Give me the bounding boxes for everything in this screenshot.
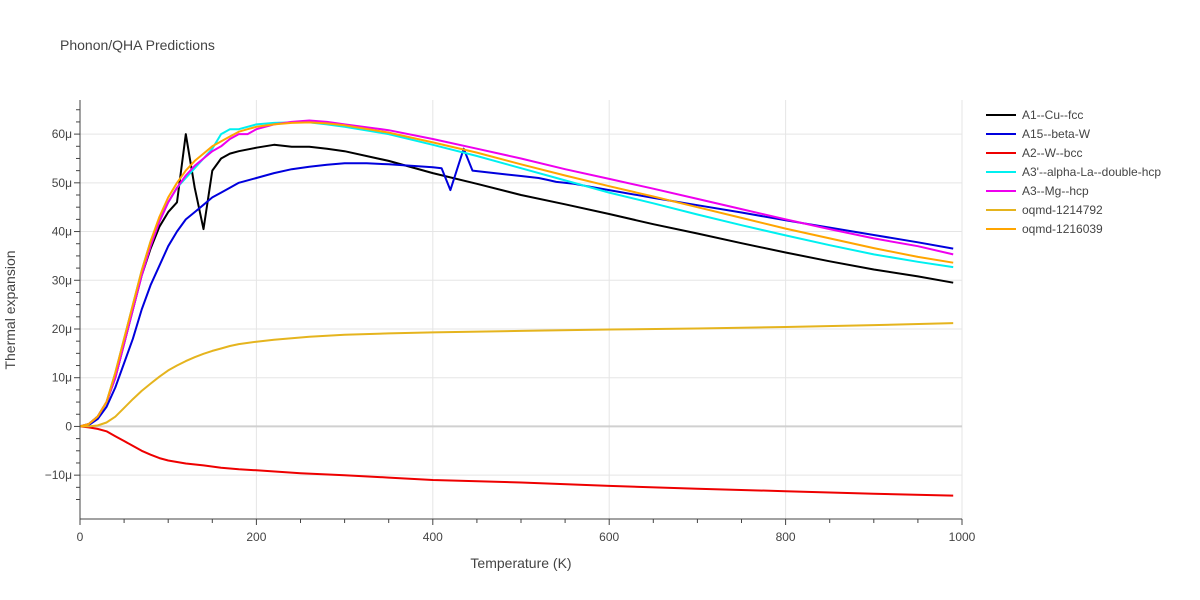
y-tick-label: 20μ [52,322,72,336]
plot-area [79,119,954,497]
x-axis-label: Temperature (K) [470,555,571,571]
legend-item[interactable]: A3--Mg--hcp [986,184,1089,198]
legend[interactable]: A1--Cu--fcc A15--beta-W A2--W--bcc A3'--alp… [986,108,1161,236]
x-tick-label: 200 [246,530,266,544]
legend-item[interactable]: oqmd-1214792 [986,203,1103,217]
series-line-6[interactable] [79,121,954,428]
y-tick-label: −10μ [45,468,72,482]
legend-label: A15--beta-W [1022,127,1091,141]
legend-label: A3'--alpha-La--double-hcp [1022,165,1161,179]
x-tick-label: 800 [776,530,796,544]
x-tick-label: 1000 [949,530,976,544]
series-line-1[interactable] [79,147,954,428]
legend-item[interactable]: oqmd-1216039 [986,222,1103,236]
y-tick-label: 10μ [52,371,72,385]
y-tick-label: 60μ [52,127,72,141]
axes: 0 200 400 600 800 1000 −10μ 0 10μ 20μ 30μ 40μ 50μ 60μ [45,100,976,544]
series-line-2[interactable] [79,425,954,497]
legend-label: A2--W--bcc [1022,146,1082,160]
series-line-3[interactable] [79,121,954,428]
legend-item[interactable]: A15--beta-W [986,127,1091,141]
legend-item[interactable]: A2--W--bcc [986,146,1082,160]
legend-label: A3--Mg--hcp [1022,184,1089,198]
y-axis-label: Thermal expansion [2,250,18,369]
y-tick-label: 40μ [52,225,72,239]
legend-label: A1--Cu--fcc [1022,108,1083,122]
series-line-4[interactable] [79,119,954,428]
series-line-5[interactable] [80,322,954,428]
legend-item[interactable]: A3'--alpha-La--double-hcp [986,165,1161,179]
legend-label: oqmd-1216039 [1022,222,1103,236]
chart-title: Phonon/QHA Predictions [60,37,215,53]
y-tick-label: 0 [65,419,72,433]
grid [80,100,963,519]
x-tick-label: 400 [423,530,443,544]
x-tick-label: 600 [599,530,619,544]
legend-label: oqmd-1214792 [1022,203,1103,217]
y-tick-label: 50μ [52,176,72,190]
y-tick-label: 30μ [52,273,72,287]
legend-item[interactable]: A1--Cu--fcc [986,108,1083,122]
x-tick-label: 0 [77,530,84,544]
